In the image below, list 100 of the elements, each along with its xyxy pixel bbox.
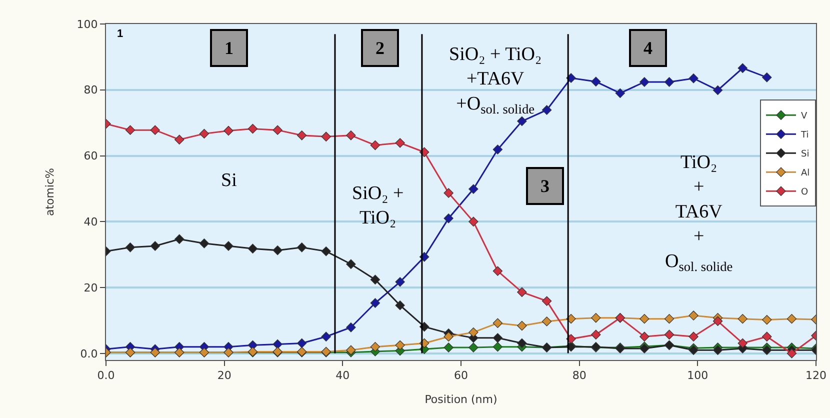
point xyxy=(712,85,723,96)
legend-label: Ti xyxy=(800,130,809,141)
x-tick-label: 60 xyxy=(454,369,468,382)
point xyxy=(762,314,772,325)
x-axis-title: Position (nm) xyxy=(424,393,498,406)
point xyxy=(199,128,210,139)
point xyxy=(444,332,454,342)
x-tick-label: 120 xyxy=(806,369,826,382)
point xyxy=(346,345,356,355)
annotation: SiO₂ + TiO₂ +TA6V +O$_{sol. solide}$ xyxy=(449,44,542,116)
point xyxy=(517,320,527,331)
y-tick-label: 80 xyxy=(84,84,98,97)
point xyxy=(468,184,478,194)
legend-label: V xyxy=(801,112,808,122)
point xyxy=(174,234,184,244)
point xyxy=(272,245,282,256)
point xyxy=(591,330,601,340)
point xyxy=(321,132,331,142)
x-tick-label: 0.0 xyxy=(97,369,115,382)
point xyxy=(370,274,380,284)
annotation: 1 xyxy=(224,38,234,58)
point xyxy=(762,72,772,82)
point xyxy=(321,332,331,342)
point xyxy=(346,322,356,332)
x-tick-label: 80 xyxy=(572,369,586,382)
annotation: TiO₂ + TA6V + O$_{sol. solide}$ xyxy=(665,152,733,274)
point xyxy=(272,125,282,135)
point xyxy=(640,332,650,342)
y-tick-label: 0.0 xyxy=(80,347,98,360)
point xyxy=(786,314,797,324)
point xyxy=(517,116,527,126)
point xyxy=(199,238,210,248)
point xyxy=(738,338,748,348)
point xyxy=(688,310,698,320)
point xyxy=(762,345,772,355)
y-tick-label: 40 xyxy=(84,216,98,228)
point xyxy=(370,140,380,150)
point xyxy=(664,330,674,340)
point xyxy=(492,144,503,154)
point xyxy=(517,338,527,348)
legend-label: Al xyxy=(801,168,810,179)
point xyxy=(468,342,478,352)
point xyxy=(542,105,552,115)
point xyxy=(346,259,356,269)
point xyxy=(591,312,601,323)
y-tick-label: 100 xyxy=(76,18,98,31)
point xyxy=(248,244,258,254)
point xyxy=(224,126,234,136)
point xyxy=(272,339,282,350)
point xyxy=(640,77,650,87)
point xyxy=(321,246,331,256)
point xyxy=(712,345,723,355)
point xyxy=(395,340,405,350)
annotation: Si xyxy=(221,170,237,191)
point xyxy=(492,333,503,343)
point xyxy=(492,266,503,276)
point xyxy=(395,300,405,310)
point xyxy=(444,188,454,198)
point xyxy=(542,316,552,326)
annotation: 2 xyxy=(376,38,384,58)
point xyxy=(468,327,478,338)
point xyxy=(688,74,698,84)
point xyxy=(738,314,748,324)
point xyxy=(248,124,258,134)
y-axis-title: atomic% xyxy=(43,168,56,216)
point xyxy=(125,125,136,135)
point xyxy=(712,316,723,326)
point xyxy=(615,88,626,98)
point xyxy=(468,216,478,226)
point xyxy=(125,242,136,252)
point xyxy=(664,77,674,87)
point xyxy=(738,63,748,73)
point xyxy=(664,314,674,324)
annotation: 3 xyxy=(540,176,550,196)
y-tick-label: 60 xyxy=(84,150,98,163)
point xyxy=(150,125,160,135)
annotation: SiO₂ + TiO₂ xyxy=(352,183,404,229)
point xyxy=(296,130,307,140)
point xyxy=(591,76,601,86)
x-tick-label: 20 xyxy=(217,369,232,382)
point xyxy=(762,332,772,342)
point xyxy=(688,332,698,342)
point xyxy=(542,296,552,306)
point xyxy=(370,342,380,352)
point xyxy=(296,338,307,348)
point xyxy=(370,298,380,308)
point xyxy=(492,318,503,328)
point xyxy=(296,242,307,252)
point xyxy=(492,342,503,352)
point xyxy=(517,287,527,297)
point xyxy=(786,348,797,358)
point xyxy=(640,314,650,324)
point xyxy=(224,241,234,251)
point xyxy=(150,241,160,251)
x-tick-label: 100 xyxy=(687,369,708,382)
y-tick-label: 20 xyxy=(84,281,98,294)
point xyxy=(444,214,454,224)
annotation: 1 xyxy=(117,28,124,40)
point xyxy=(444,342,454,352)
legend-label: O xyxy=(801,188,808,198)
